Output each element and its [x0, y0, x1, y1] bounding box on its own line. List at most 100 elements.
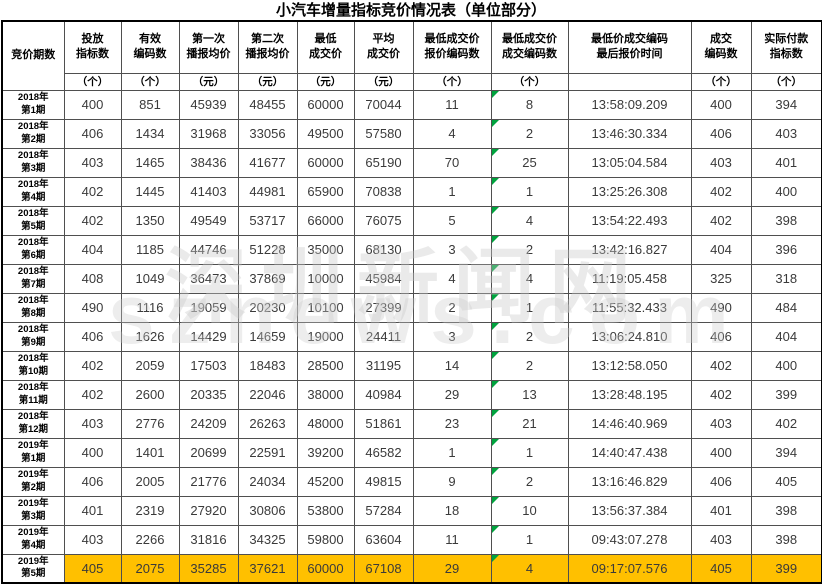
table-cell: 33056: [237, 118, 298, 149]
table-cell: 25: [490, 147, 569, 178]
table-cell: 398: [750, 205, 822, 236]
table-cell: 51228: [237, 234, 298, 265]
table-cell: 20230: [237, 292, 298, 323]
table-cell: 396: [750, 234, 822, 265]
table-cell: 37621: [237, 553, 298, 584]
table-cell: 2075: [120, 553, 180, 584]
table-cell: 35000: [296, 234, 355, 265]
table-cell: 4: [412, 118, 492, 149]
col-header-lowest-deal-codes: 最低成交价 成交编码数: [490, 20, 569, 74]
table-cell: 45200: [296, 466, 355, 497]
table-cell: 13:28:48.195: [567, 379, 692, 410]
table-cell: 403: [690, 524, 752, 555]
row-period: 2019年 第5期: [1, 553, 65, 584]
table-cell: 40984: [353, 379, 414, 410]
row-period: 2018年 第12期: [1, 408, 65, 439]
table-cell: 9: [412, 466, 492, 497]
table-cell: 1: [490, 292, 569, 323]
table-cell: 49500: [296, 118, 355, 149]
unit-cell: （元）: [178, 72, 239, 91]
table-cell: 53800: [296, 495, 355, 526]
table-cell: 29: [412, 379, 492, 410]
table-cell: 2: [490, 234, 569, 265]
table-cell: 31816: [178, 524, 239, 555]
table-cell: 403: [750, 118, 822, 149]
col-header-average-price: 平均 成交价: [353, 20, 414, 74]
table-cell: 14:40:47.438: [567, 437, 692, 468]
table-cell: 24209: [178, 408, 239, 439]
table-cell: 44981: [237, 176, 298, 207]
table-cell: 404: [690, 234, 752, 265]
table-cell: 14:46:40.969: [567, 408, 692, 439]
table-cell: 402: [63, 350, 122, 381]
table-cell: 13:42:16.827: [567, 234, 692, 265]
table-row: 2018年 第9期 406 1626 14429 14659 19000 24411 3 2 13…: [1, 321, 822, 352]
table-header: 竞价期数 投放 指标数 有效 编码数 第一次 播报均价 第二次 播报均价 最低 …: [1, 20, 822, 91]
table-cell: 13:05:04.584: [567, 147, 692, 178]
table-cell: 10100: [296, 292, 355, 323]
col-header-lowest-price: 最低 成交价: [296, 20, 355, 74]
table-cell: 402: [750, 408, 822, 439]
table-cell: 31195: [353, 350, 414, 381]
auction-table: 竞价期数 投放 指标数 有效 编码数 第一次 播报均价 第二次 播报均价 最低 …: [1, 20, 822, 584]
table-cell: 27399: [353, 292, 414, 323]
table-cell: 401: [63, 495, 122, 526]
row-period: 2019年 第4期: [1, 524, 65, 555]
row-period: 2019年 第2期: [1, 466, 65, 497]
table-cell: 1434: [120, 118, 180, 149]
table-row: 2018年 第11期 402 2600 20335 22046 38000 40984 29 1…: [1, 379, 822, 410]
table-cell: 394: [750, 89, 822, 120]
table-cell: 34325: [237, 524, 298, 555]
row-period: 2018年 第6期: [1, 234, 65, 265]
row-period: 2019年 第1期: [1, 437, 65, 468]
table-cell: 60000: [296, 147, 355, 178]
table-cell: 48455: [237, 89, 298, 120]
table-cell: 406: [63, 321, 122, 352]
table-cell: 28500: [296, 350, 355, 381]
table-cell: 8: [490, 89, 569, 120]
row-period: 2018年 第2期: [1, 118, 65, 149]
table-cell: 67108: [353, 553, 414, 584]
table-row: 2019年 第1期 400 1401 20699 22591 39200 46582 1 1 14…: [1, 437, 822, 468]
table-cell: 53717: [237, 205, 298, 236]
table-cell: 408: [63, 263, 122, 294]
table-cell: 1445: [120, 176, 180, 207]
table-cell: 65900: [296, 176, 355, 207]
table-cell: 403: [690, 408, 752, 439]
table-cell: 1: [490, 524, 569, 555]
table-cell: 406: [690, 466, 752, 497]
table-cell: 406: [63, 118, 122, 149]
table-cell: 402: [690, 350, 752, 381]
unit-cell: （元）: [237, 72, 298, 91]
table-cell: 24411: [353, 321, 414, 352]
table-cell: 60000: [296, 553, 355, 584]
table-cell: 401: [750, 147, 822, 178]
table-cell: 41403: [178, 176, 239, 207]
table-cell: 399: [750, 379, 822, 410]
table-body: 2018年 第1期 400 851 45939 48455 60000 70044 11 8 13…: [1, 89, 822, 584]
row-period: 2018年 第4期: [1, 176, 65, 207]
table-row: 2019年 第3期 401 2319 27920 30806 53800 57284 18 10…: [1, 495, 822, 526]
table-cell: 30806: [237, 495, 298, 526]
row-period: 2019年 第3期: [1, 495, 65, 526]
row-period: 2018年 第1期: [1, 89, 65, 120]
table-cell: 2266: [120, 524, 180, 555]
col-header-valid-codes: 有效 编码数: [120, 20, 180, 74]
table-cell: 490: [690, 292, 752, 323]
table-cell: 45939: [178, 89, 239, 120]
table-cell: 404: [750, 321, 822, 352]
col-header-released-quota: 投放 指标数: [63, 20, 122, 74]
table-cell: 403: [63, 408, 122, 439]
table-row: 2018年 第2期 406 1434 31968 33056 49500 57580 4 2 13…: [1, 118, 822, 149]
unit-cell: （个）: [490, 72, 569, 91]
table-cell: 70044: [353, 89, 414, 120]
table-cell: 13:16:46.829: [567, 466, 692, 497]
table-cell: 399: [750, 553, 822, 584]
table-cell: 402: [63, 379, 122, 410]
table-cell: 401: [690, 495, 752, 526]
table-cell: 4: [490, 263, 569, 294]
table-cell: 2059: [120, 350, 180, 381]
table-cell: 400: [690, 437, 752, 468]
col-header-lowest-bid-codes: 最低成交价 报价编码数: [412, 20, 492, 74]
table-cell: 51861: [353, 408, 414, 439]
